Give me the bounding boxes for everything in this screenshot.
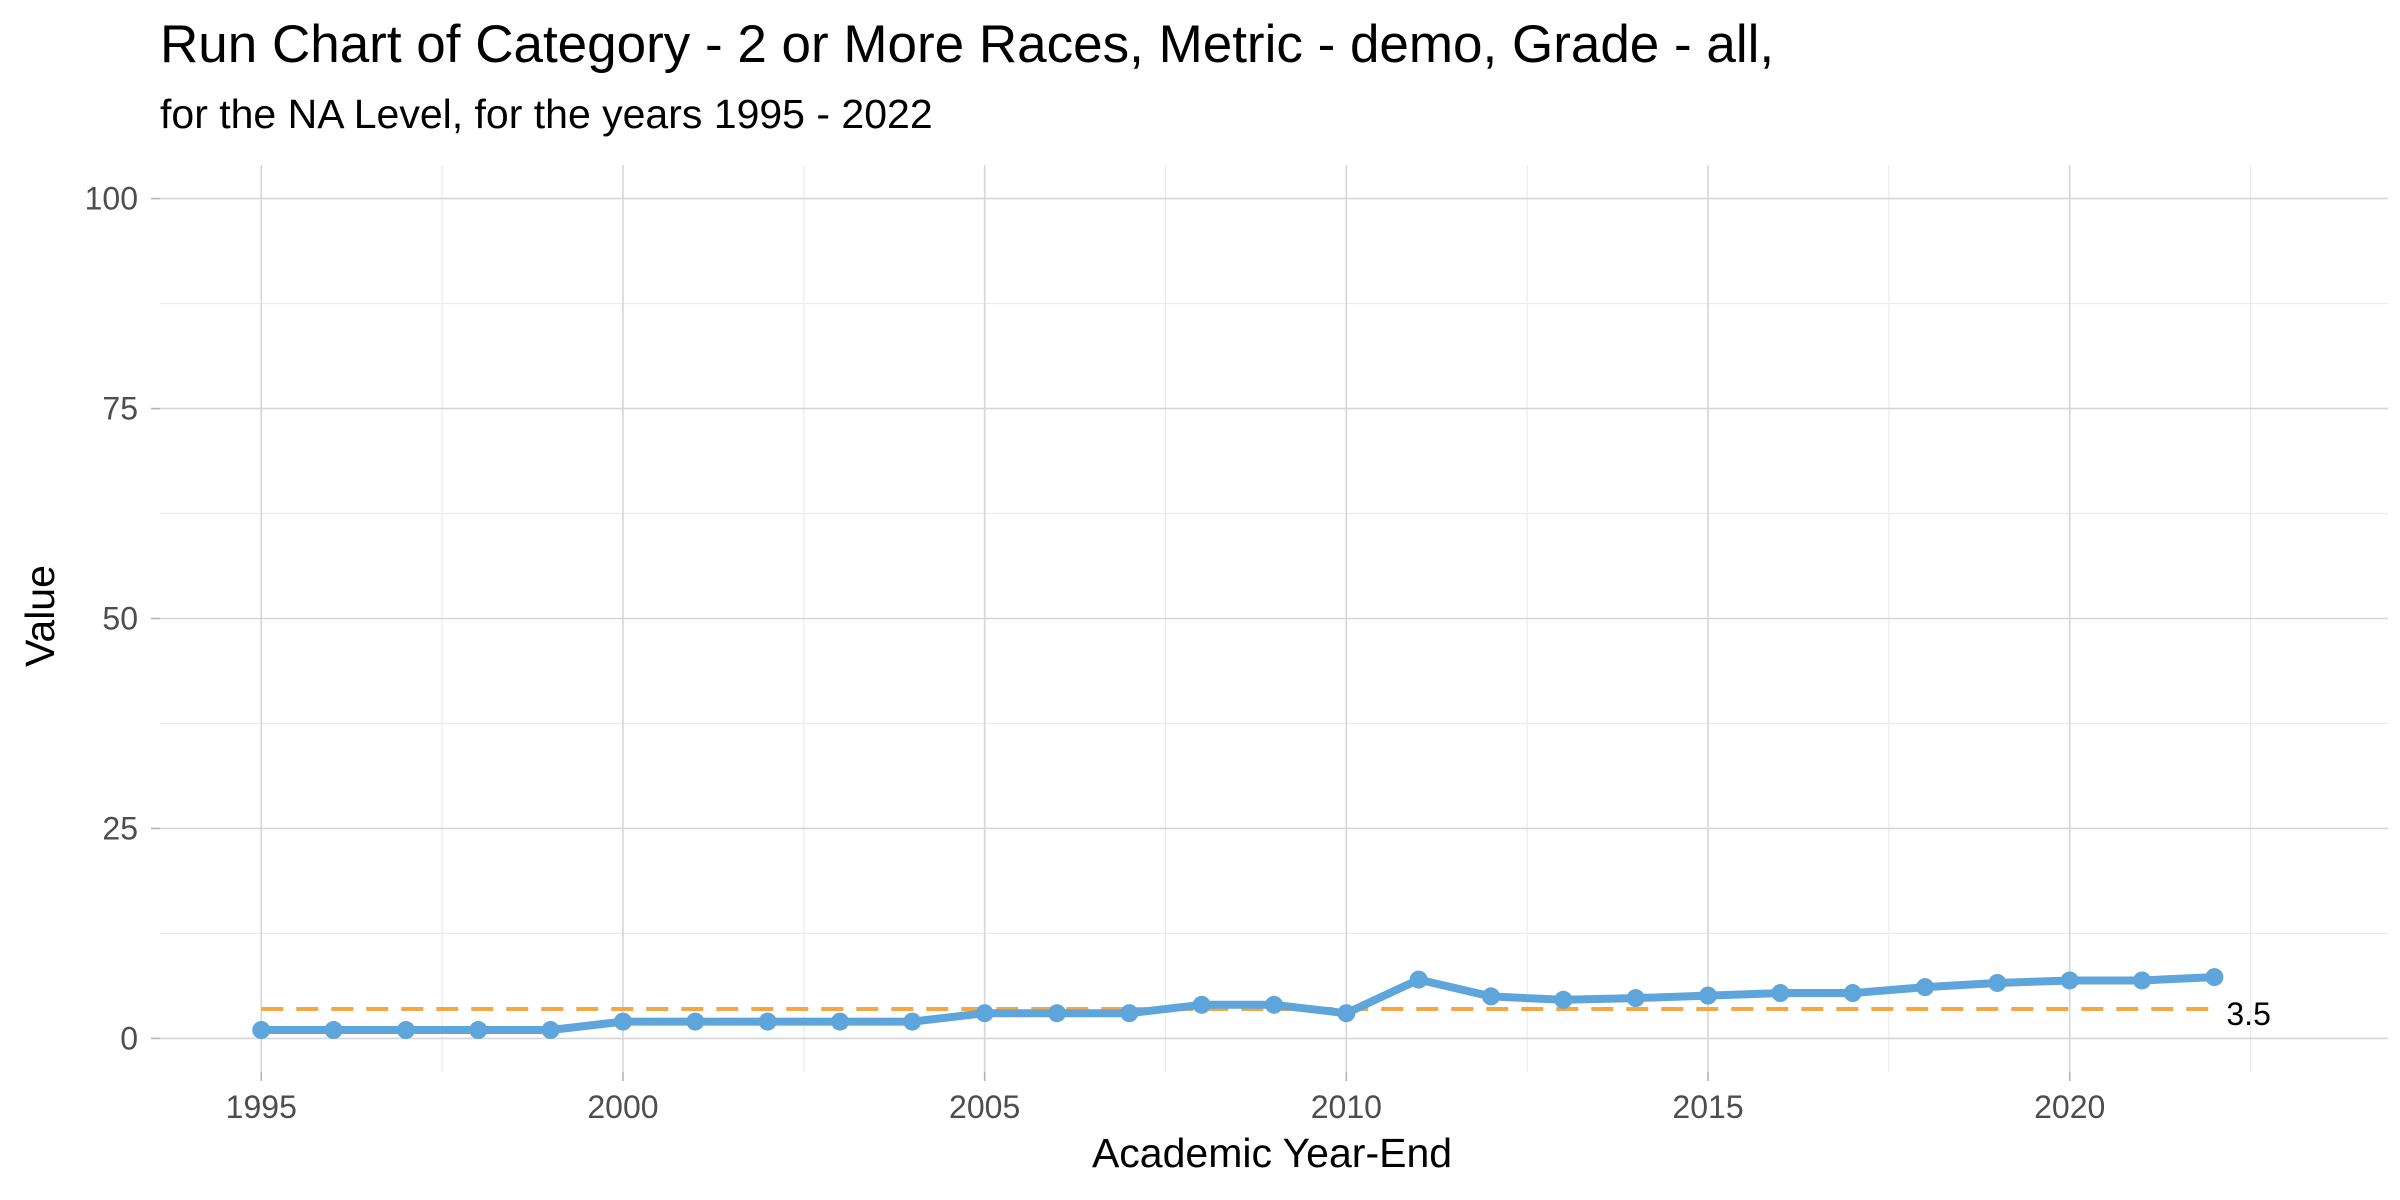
data-point bbox=[1626, 989, 1645, 1008]
data-point bbox=[758, 1012, 777, 1031]
y-tick-label: 50 bbox=[102, 601, 138, 637]
y-tick-label: 100 bbox=[85, 181, 138, 217]
x-tick-label: 2000 bbox=[587, 1089, 658, 1125]
data-point bbox=[2205, 968, 2224, 987]
data-point bbox=[1120, 1004, 1139, 1023]
chart-subtitle: for the NA Level, for the years 1995 - 2… bbox=[160, 91, 933, 137]
data-point bbox=[1843, 984, 1862, 1003]
data-point bbox=[1988, 973, 2007, 992]
y-tick-label: 25 bbox=[102, 810, 138, 846]
data-point bbox=[1047, 1004, 1066, 1023]
data-point bbox=[1554, 990, 1573, 1009]
axis-ticks: 1995 2000 2005 2010 2015 2020 0 25 50 75 100 bbox=[85, 181, 2106, 1125]
y-tick-label: 75 bbox=[102, 391, 138, 427]
x-tick-label: 1995 bbox=[226, 1089, 297, 1125]
data-point bbox=[541, 1021, 560, 1040]
data-point bbox=[1771, 984, 1790, 1003]
chart-title: Run Chart of Category - 2 or More Races,… bbox=[160, 15, 1774, 74]
y-axis-title: Value bbox=[17, 565, 63, 667]
data-point bbox=[1265, 995, 1283, 1014]
grid-lines bbox=[160, 165, 2388, 1072]
data-point bbox=[830, 1012, 849, 1031]
data-point bbox=[396, 1021, 415, 1040]
reference-line-label: 3.5 bbox=[2226, 996, 2270, 1032]
data-point bbox=[903, 1012, 922, 1031]
data-point bbox=[2060, 971, 2079, 990]
data-point bbox=[1192, 995, 1211, 1014]
x-tick-label: 2010 bbox=[1311, 1089, 1382, 1125]
series-line bbox=[257, 973, 2219, 1035]
data-point bbox=[1916, 978, 1935, 997]
data-point bbox=[2133, 971, 2152, 990]
x-axis-title: Academic Year-End bbox=[1092, 1130, 1452, 1176]
data-point bbox=[975, 1004, 994, 1023]
data-point bbox=[1482, 987, 1501, 1006]
x-tick-label: 2020 bbox=[2034, 1089, 2105, 1125]
data-point bbox=[324, 1021, 343, 1040]
data-point bbox=[1409, 970, 1428, 989]
x-tick-label: 2015 bbox=[1672, 1089, 1743, 1125]
data-point bbox=[469, 1021, 488, 1040]
data-point bbox=[252, 1021, 271, 1040]
x-tick-label: 2005 bbox=[949, 1089, 1020, 1125]
data-point bbox=[613, 1012, 632, 1031]
data-point bbox=[686, 1012, 705, 1031]
y-tick-label: 0 bbox=[120, 1020, 138, 1056]
data-point bbox=[1337, 1004, 1356, 1023]
reference-line-group: 3.5 bbox=[261, 996, 2271, 1032]
data-point bbox=[1699, 986, 1718, 1005]
data-series bbox=[252, 968, 2224, 1040]
